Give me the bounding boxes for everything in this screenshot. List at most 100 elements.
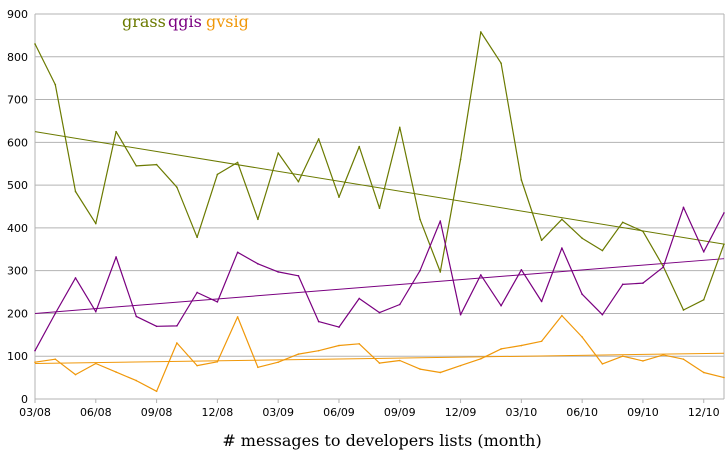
data-point-gvsig xyxy=(439,371,442,374)
data-point-grass xyxy=(561,218,563,221)
data-point-grass xyxy=(480,31,482,33)
y-tick-label: 300 xyxy=(7,265,28,278)
data-point-qgis xyxy=(34,349,36,352)
data-point-gvsig xyxy=(54,358,57,361)
data-point-grass xyxy=(34,43,36,45)
data-point-qgis xyxy=(621,283,624,286)
data-point-grass xyxy=(621,221,624,224)
data-point-gvsig xyxy=(480,357,482,360)
data-point-qgis xyxy=(439,220,442,222)
y-tick-labels: 0 100 200 300 400 500 600 700 800 900 xyxy=(7,8,28,406)
data-point-gvsig xyxy=(236,316,239,318)
data-point-grass xyxy=(419,218,421,221)
data-point-qgis xyxy=(419,269,421,272)
data-point-gvsig xyxy=(581,336,583,338)
y-tick-label: 900 xyxy=(7,8,28,21)
y-tick-label: 200 xyxy=(7,307,28,320)
data-point-qgis xyxy=(317,320,320,323)
data-point-grass xyxy=(54,83,57,86)
data-point-qgis xyxy=(561,247,563,249)
series-line-grass xyxy=(34,31,725,311)
x-tick-label: 06/08 xyxy=(80,406,112,419)
data-point-gvsig xyxy=(459,364,462,367)
data-point-qgis xyxy=(500,304,502,307)
data-point-gvsig xyxy=(176,342,178,344)
data-point-gvsig xyxy=(34,361,36,364)
data-point-qgis xyxy=(155,325,158,328)
data-point-qgis xyxy=(398,303,401,306)
data-point-grass xyxy=(155,163,158,166)
data-point-grass xyxy=(94,222,97,225)
data-point-qgis xyxy=(601,313,604,316)
data-point-qgis xyxy=(581,293,583,295)
data-point-qgis xyxy=(236,251,239,254)
y-tick-label: 100 xyxy=(7,350,28,363)
data-point-qgis xyxy=(297,275,300,277)
data-point-grass xyxy=(196,236,198,239)
legend: grass qgis gvsig xyxy=(122,12,249,31)
data-point-gvsig xyxy=(297,353,300,355)
data-point-qgis xyxy=(338,326,340,328)
data-point-qgis xyxy=(378,311,381,314)
data-point-grass xyxy=(135,165,138,167)
data-point-qgis xyxy=(642,282,644,284)
data-point-gvsig xyxy=(135,379,138,382)
data-point-qgis xyxy=(662,266,665,269)
data-point-qgis xyxy=(115,256,117,258)
data-point-gvsig xyxy=(682,358,685,361)
data-point-grass xyxy=(358,145,361,148)
data-point-qgis xyxy=(196,291,198,294)
data-point-grass xyxy=(702,298,705,301)
y-tick-label: 0 xyxy=(21,393,28,406)
data-point-qgis xyxy=(459,313,462,316)
data-point-qgis xyxy=(277,271,279,273)
data-point-qgis xyxy=(74,277,77,279)
data-point-gvsig xyxy=(540,340,543,343)
data-point-grass xyxy=(459,158,462,161)
data-point-grass xyxy=(257,218,259,221)
data-point-qgis xyxy=(480,274,482,276)
data-point-gvsig xyxy=(378,362,381,364)
x-tick-label: 03/10 xyxy=(506,406,538,419)
data-point-grass xyxy=(338,196,340,198)
data-point-gvsig xyxy=(358,343,361,345)
trend-line-gvsig xyxy=(34,352,725,364)
series-line-gvsig xyxy=(34,315,725,392)
data-point-grass xyxy=(317,138,320,140)
data-point-grass xyxy=(115,130,117,133)
trend-lines xyxy=(34,131,725,364)
x-tick-label: 03/09 xyxy=(262,406,294,419)
x-tick-label: 09/10 xyxy=(627,406,659,419)
data-point-qgis xyxy=(358,297,361,300)
x-tick-labels: 03/08 06/08 09/08 12/08 03/09 06/09 09/09 12/09… xyxy=(19,406,719,419)
data-point-gvsig xyxy=(520,344,523,347)
data-point-gvsig xyxy=(155,390,158,393)
data-point-qgis xyxy=(540,300,543,303)
data-point-gvsig xyxy=(601,363,604,365)
data-point-gvsig xyxy=(196,364,198,367)
data-point-gvsig xyxy=(115,371,117,373)
data-point-qgis xyxy=(682,206,685,209)
x-tick-label: 12/08 xyxy=(202,406,234,419)
y-tick-label: 600 xyxy=(7,136,28,149)
y-tick-label: 400 xyxy=(7,222,28,235)
data-point-qgis xyxy=(94,310,97,313)
x-tick-label: 09/08 xyxy=(141,406,173,419)
data-point-gvsig xyxy=(94,362,97,365)
x-tick-label: 12/10 xyxy=(688,406,720,419)
x-tick-label: 03/08 xyxy=(19,406,51,419)
data-point-qgis xyxy=(216,301,219,303)
data-point-gvsig xyxy=(74,373,77,376)
data-point-gvsig xyxy=(642,360,644,362)
x-tick-label: 09/09 xyxy=(384,406,416,419)
legend-entry-gvsig: gvsig xyxy=(206,12,249,31)
data-point-gvsig xyxy=(419,368,421,370)
data-point-grass xyxy=(723,243,725,245)
data-point-qgis xyxy=(135,315,138,318)
data-point-gvsig xyxy=(398,359,401,362)
data-point-grass xyxy=(601,249,604,252)
data-point-grass xyxy=(378,207,381,210)
gridlines xyxy=(35,13,724,400)
data-point-grass xyxy=(277,152,279,154)
